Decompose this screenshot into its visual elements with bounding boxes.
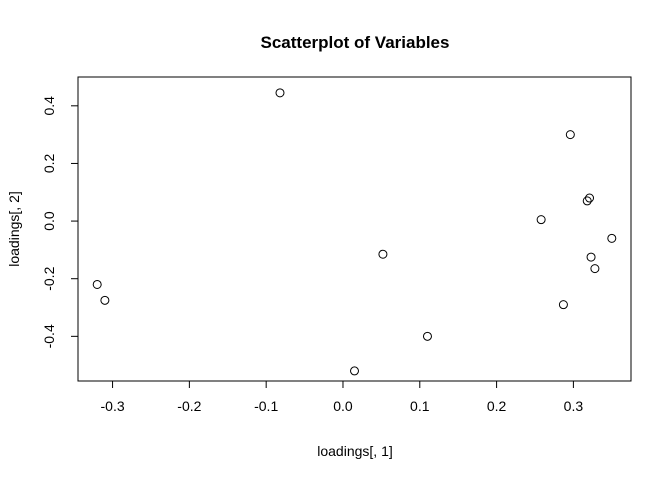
y-tick-label: -0.2 <box>41 266 57 290</box>
x-tick-label: -0.1 <box>254 398 278 414</box>
data-point <box>536 215 546 225</box>
data-point <box>350 366 359 376</box>
x-tick-label: 0.2 <box>487 398 507 414</box>
data-point <box>422 331 432 341</box>
y-axis: -0.4 -0.2 0.0 0.2 0.4 <box>41 96 79 348</box>
data-point <box>586 252 596 262</box>
x-axis: -0.3 -0.2 -0.1 0.0 0.1 0.2 0.3 <box>101 380 584 414</box>
data-point <box>590 264 600 274</box>
x-tick-label: -0.3 <box>101 398 125 414</box>
x-axis-label: loadings[, 1] <box>317 443 393 459</box>
y-tick-label: 0.4 <box>41 96 57 116</box>
y-tick-label: 0.0 <box>41 211 57 231</box>
data-points <box>92 88 617 376</box>
x-tick-label: 0.3 <box>564 398 584 414</box>
plot-frame <box>77 76 632 382</box>
data-point <box>607 233 617 243</box>
y-axis-label: loadings[, 2] <box>6 191 22 267</box>
x-tick-label: 0.1 <box>410 398 430 414</box>
y-tick-label: -0.4 <box>41 324 57 348</box>
x-tick-label: 0.0 <box>333 398 353 414</box>
x-tick-label: -0.2 <box>177 398 201 414</box>
data-point <box>585 193 595 203</box>
data-point <box>275 88 285 98</box>
data-point <box>378 249 388 259</box>
data-point <box>92 279 102 289</box>
data-point <box>558 300 568 310</box>
y-tick-label: 0.2 <box>41 154 57 174</box>
chart-title: Scatterplot of Variables <box>261 33 450 52</box>
data-point <box>100 295 110 305</box>
data-point <box>565 130 575 140</box>
data-point <box>582 196 592 206</box>
